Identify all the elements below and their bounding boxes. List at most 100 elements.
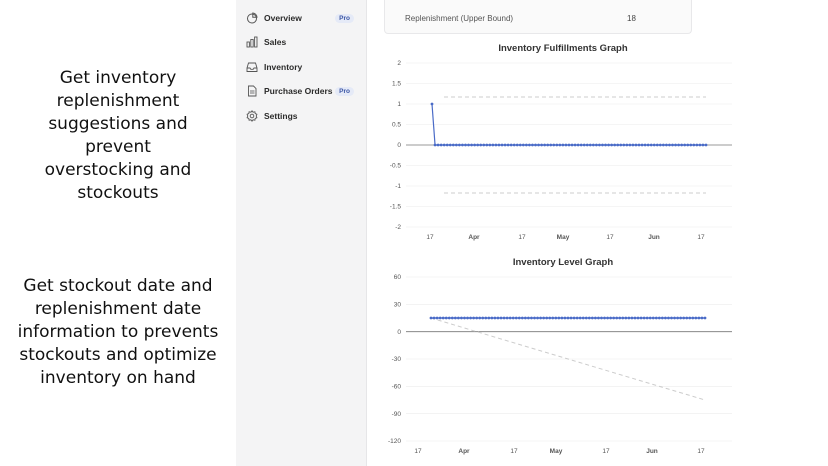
data-point bbox=[587, 316, 591, 320]
data-point bbox=[578, 316, 582, 320]
data-point bbox=[466, 316, 469, 320]
data-point bbox=[439, 143, 443, 147]
sidebar-item-overview[interactable]: Overview Pro bbox=[246, 8, 364, 28]
data-point bbox=[441, 316, 445, 320]
data-point bbox=[664, 316, 667, 320]
data-point bbox=[637, 143, 641, 147]
data-point bbox=[531, 143, 534, 147]
y-tick-label: 2 bbox=[397, 60, 401, 67]
fulfillments-chart: 2 1.5 1 0.5 0 -0.5 -1 -1.5 -2 17 Apr 17 May 17 Jun 17 bbox=[390, 60, 732, 241]
promo-line: suggestions and bbox=[48, 114, 188, 134]
data-point bbox=[520, 316, 524, 320]
x-tick-label: May bbox=[557, 234, 570, 241]
promo-line: inventory on hand bbox=[40, 368, 196, 388]
fulfillments-chart-title: Inventory Fulfillments Graph bbox=[498, 43, 628, 54]
data-point bbox=[551, 316, 555, 320]
data-point bbox=[445, 143, 449, 147]
data-point bbox=[479, 143, 483, 147]
data-point bbox=[508, 316, 512, 320]
data-point bbox=[511, 316, 515, 320]
data-point bbox=[680, 143, 684, 147]
data-point bbox=[528, 143, 531, 147]
data-point bbox=[692, 143, 696, 147]
data-point bbox=[505, 316, 509, 320]
data-point bbox=[499, 316, 503, 320]
data-point bbox=[700, 316, 704, 320]
data-point bbox=[552, 143, 556, 147]
y-tick-label: 60 bbox=[394, 274, 402, 281]
data-point bbox=[655, 143, 659, 147]
promo-line: stockouts and optimize bbox=[19, 345, 217, 365]
data-point bbox=[448, 143, 452, 147]
data-point bbox=[546, 143, 550, 147]
x-tick-label: Apr bbox=[468, 234, 480, 241]
y-tick-label: 1.5 bbox=[392, 81, 401, 88]
promo-line: replenishment bbox=[56, 91, 180, 111]
data-point bbox=[625, 143, 629, 147]
document-icon bbox=[248, 85, 257, 97]
data-point bbox=[585, 143, 589, 147]
data-point bbox=[436, 143, 440, 147]
data-point bbox=[435, 316, 439, 320]
data-point bbox=[627, 316, 631, 320]
sidebar-item-inventory[interactable]: Inventory bbox=[246, 57, 364, 77]
promo-text-stockout: Get stockout date and replenishment date… bbox=[0, 275, 236, 390]
data-point bbox=[613, 143, 617, 147]
data-point bbox=[555, 143, 559, 147]
data-point bbox=[594, 316, 597, 320]
sidebar-item-sales[interactable]: Sales bbox=[246, 32, 364, 52]
data-point bbox=[433, 143, 437, 147]
sidebar-item-settings[interactable]: Settings bbox=[246, 106, 364, 126]
data-point bbox=[467, 143, 470, 147]
data-point bbox=[598, 143, 601, 147]
data-point bbox=[481, 316, 485, 320]
sidebar-item-purchase-orders[interactable]: Purchase Orders Pro bbox=[246, 81, 364, 101]
data-point bbox=[450, 316, 454, 320]
data-point bbox=[677, 143, 680, 147]
data-point bbox=[506, 143, 510, 147]
data-point bbox=[554, 316, 558, 320]
x-tick-label: Apr bbox=[458, 448, 470, 455]
x-tick-label: May bbox=[550, 448, 563, 455]
data-point bbox=[548, 316, 552, 320]
data-point bbox=[674, 143, 677, 147]
data-point bbox=[447, 316, 451, 320]
data-point bbox=[668, 143, 671, 147]
data-point bbox=[582, 143, 586, 147]
promo-line: Get inventory bbox=[59, 68, 177, 88]
promo-line: replenishment date bbox=[34, 299, 202, 319]
data-point bbox=[502, 316, 506, 320]
pro-badge: Pro bbox=[335, 86, 354, 96]
data-point bbox=[618, 316, 622, 320]
data-point bbox=[458, 143, 461, 147]
x-tick-label: Jun bbox=[648, 234, 660, 241]
data-point bbox=[454, 143, 458, 147]
data-point bbox=[621, 316, 625, 320]
promo-text-replenishment: Get inventory replenishment suggestions … bbox=[0, 67, 236, 205]
data-point bbox=[631, 143, 635, 147]
chart-pie-icon bbox=[247, 12, 258, 24]
data-point bbox=[573, 143, 577, 147]
data-point bbox=[651, 316, 655, 320]
data-point bbox=[558, 143, 562, 147]
data-point bbox=[514, 316, 518, 320]
data-point bbox=[566, 316, 570, 320]
data-point bbox=[661, 143, 665, 147]
data-point bbox=[543, 143, 547, 147]
data-point bbox=[658, 143, 662, 147]
y-tick-label: -90 bbox=[392, 411, 402, 418]
data-point bbox=[689, 143, 693, 147]
data-point bbox=[472, 316, 476, 320]
data-point bbox=[648, 316, 652, 320]
data-point bbox=[694, 316, 698, 320]
data-point bbox=[463, 316, 466, 320]
data-point bbox=[649, 143, 653, 147]
data-point bbox=[442, 143, 446, 147]
data-point bbox=[584, 316, 588, 320]
data-point bbox=[590, 316, 594, 320]
data-point bbox=[496, 316, 500, 320]
sidebar-item-label: Inventory bbox=[264, 62, 303, 72]
inventory-level-chart: 60 30 0 -30 -60 -90 -120 17 Apr 17 May 17 Jun 17 bbox=[388, 274, 732, 455]
data-point bbox=[616, 143, 620, 147]
promo-line: information to prevents bbox=[17, 322, 219, 342]
